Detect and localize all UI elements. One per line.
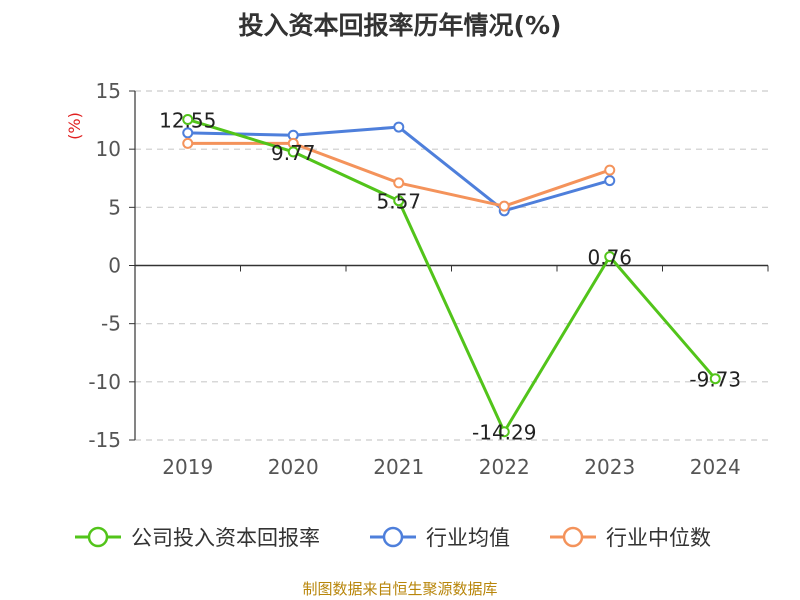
y-tick-label: 10	[96, 137, 121, 161]
data-source-note: 制图数据来自恒生聚源数据库	[302, 580, 498, 598]
x-tick-label: 2020	[268, 455, 319, 479]
legend-item-0[interactable]: 公司投入资本回报率	[75, 526, 320, 550]
series-lines	[182, 114, 721, 438]
data-label: 9.77	[271, 141, 316, 165]
axes: -15 -10 -5 0 5 10 15 2019 2020 2021 2022 2023 2024 (%…	[65, 79, 769, 479]
data-point[interactable]	[393, 121, 405, 133]
data-point[interactable]	[709, 373, 721, 385]
legend-item-2[interactable]: 行业中位数	[550, 526, 711, 550]
y-tick-label: 15	[96, 79, 121, 103]
data-point[interactable]	[182, 127, 194, 139]
x-tick-label: 2023	[584, 455, 635, 479]
y-tick-label: -10	[88, 370, 121, 394]
legend-item-1[interactable]: 行业均值	[370, 526, 510, 550]
legend-swatch-marker	[562, 526, 584, 548]
data-point[interactable]	[287, 146, 299, 158]
data-point[interactable]	[498, 200, 510, 212]
y-tick-label: -5	[101, 312, 121, 336]
series-0	[182, 114, 721, 438]
x-tick-label: 2024	[690, 455, 741, 479]
data-point[interactable]	[604, 175, 616, 187]
y-tick-label: 5	[108, 195, 121, 219]
legend-label: 行业均值	[426, 526, 510, 550]
legend-swatch-marker	[382, 526, 404, 548]
data-point[interactable]	[393, 195, 405, 207]
legend-swatch-marker	[87, 526, 109, 548]
legend-label: 行业中位数	[606, 526, 711, 550]
data-point[interactable]	[604, 164, 616, 176]
data-label: 12.55	[159, 109, 216, 133]
data-point[interactable]	[393, 177, 405, 189]
y-tick-label: 0	[108, 254, 121, 278]
x-tick-label: 2021	[373, 455, 424, 479]
legend[interactable]: 公司投入资本回报率 行业均值 行业中位数	[75, 526, 711, 550]
data-point[interactable]	[498, 426, 510, 438]
data-label: 0.76	[587, 246, 632, 270]
x-tick-label: 2022	[479, 455, 530, 479]
data-label: -9.73	[689, 368, 741, 392]
y-axis-label: (%)	[65, 112, 84, 140]
data-label: 5.57	[376, 190, 421, 214]
data-point[interactable]	[604, 251, 616, 263]
chart-title: 投入资本回报率历年情况(%)	[238, 11, 562, 40]
y-tick-label: -15	[88, 428, 121, 452]
data-label: -14.29	[472, 421, 536, 445]
legend-label: 公司投入资本回报率	[131, 526, 320, 550]
data-point[interactable]	[182, 114, 194, 126]
x-tick-label: 2019	[162, 455, 213, 479]
series-line	[187, 118, 717, 434]
data-labels: 12.55 9.77 5.57 -14.29 0.76 -9.73	[159, 109, 741, 445]
data-point[interactable]	[182, 137, 194, 149]
